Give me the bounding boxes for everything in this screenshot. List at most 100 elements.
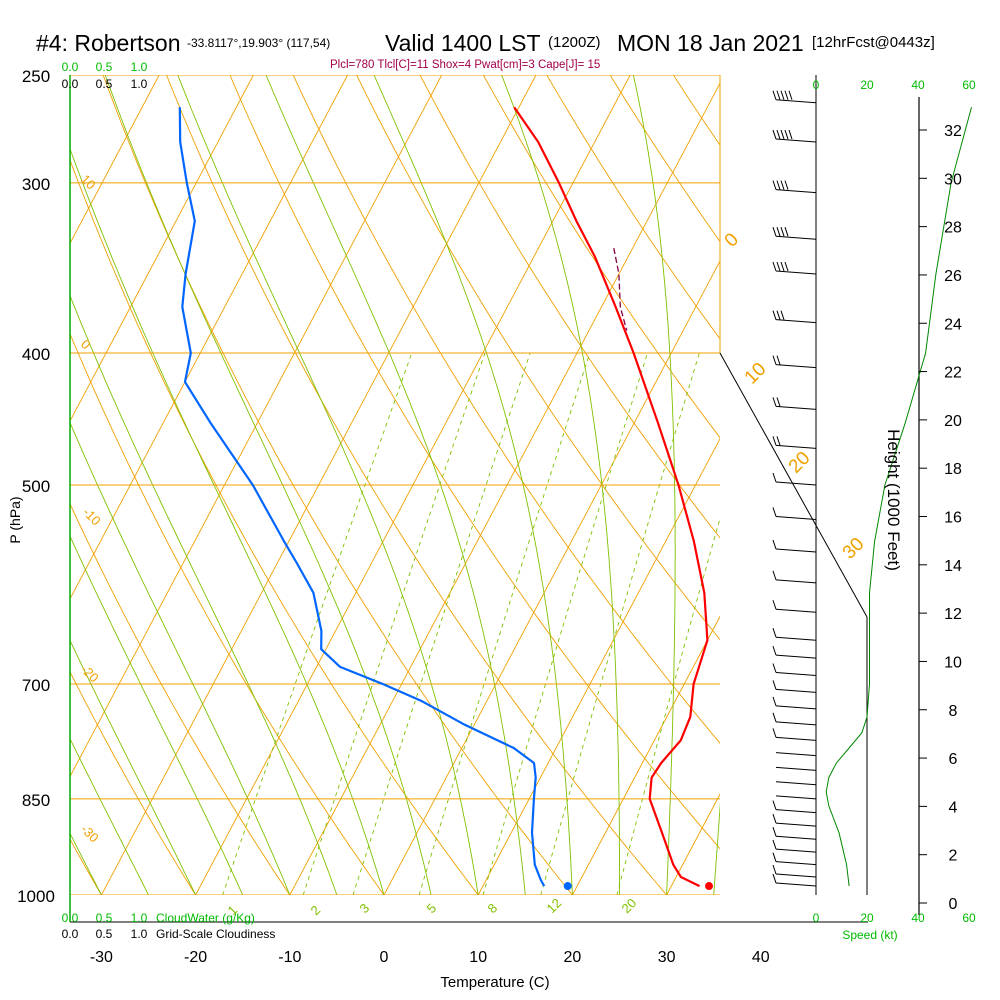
wind-barb-feather bbox=[784, 90, 789, 100]
speed-tick-bottom: 60 bbox=[962, 911, 976, 925]
wind-barb-staff bbox=[775, 835, 817, 840]
height-tick-label: 14 bbox=[944, 558, 962, 575]
wind-barb bbox=[772, 227, 817, 240]
wind-barb-staff bbox=[775, 548, 817, 553]
cloudwater-scale-top: 1.0 bbox=[131, 60, 148, 74]
wind-barb bbox=[775, 752, 817, 757]
mixing-ratio-line bbox=[352, 352, 531, 895]
wind-barb-feather bbox=[772, 680, 777, 690]
wind-barb bbox=[772, 310, 817, 324]
wind-barb-feather bbox=[772, 813, 777, 824]
wind-barb-feather bbox=[772, 827, 777, 837]
x-tick-label: 0 bbox=[380, 949, 389, 966]
wind-barb-staff bbox=[775, 822, 817, 827]
isotherm-line bbox=[949, 75, 1000, 895]
wind-barb-feather bbox=[772, 90, 777, 100]
x-tick-label: -30 bbox=[90, 949, 113, 966]
wind-barb bbox=[772, 600, 817, 613]
wind-barb bbox=[772, 129, 817, 143]
cloudwater-scale-top: 0.0 bbox=[62, 60, 79, 74]
wind-barb-staff bbox=[775, 781, 817, 786]
speed-tick-top: 40 bbox=[911, 78, 925, 92]
cloudwater-scale-bottom: 0.0 bbox=[62, 911, 79, 925]
wind-barb-staff bbox=[775, 688, 817, 693]
cloudwater-scale-bottom: 0.5 bbox=[96, 911, 113, 925]
moist-adiabat-line bbox=[373, 75, 573, 895]
x-axis-title: Temperature (C) bbox=[440, 974, 549, 991]
x-tick-label: -10 bbox=[278, 949, 301, 966]
y-axis-title: P (hPa) bbox=[7, 496, 23, 543]
wind-barb bbox=[772, 712, 817, 726]
forecast-date: MON 18 Jan 2021 bbox=[617, 30, 804, 56]
dry-adiabat-line bbox=[482, 75, 720, 439]
wind-barb bbox=[772, 261, 817, 275]
dry-adiabat-line bbox=[229, 75, 720, 850]
dry-adiabat-line bbox=[102, 75, 573, 895]
wind-barb bbox=[772, 90, 817, 104]
dry-adiabat-line bbox=[0, 51, 23, 924]
wind-barb bbox=[772, 628, 817, 641]
pressure-tick-label: 700 bbox=[22, 676, 50, 695]
dry-adiabat-line bbox=[70, 158, 479, 895]
speed-tick-bottom: 20 bbox=[860, 911, 874, 925]
wind-barb-feather bbox=[772, 852, 777, 862]
wind-barb-feather bbox=[772, 507, 777, 517]
pressure-tick-label: 850 bbox=[22, 791, 50, 810]
wind-barb-staff bbox=[775, 138, 817, 143]
dry-adiabat-line bbox=[70, 502, 291, 895]
moist-adiabat-line bbox=[70, 535, 244, 895]
moist-adiabat-line bbox=[70, 294, 338, 895]
cloudiness-scale-bottom: 0.0 bbox=[62, 927, 79, 941]
speed-tick-top: 20 bbox=[860, 78, 874, 92]
pressure-tick-label: 250 bbox=[22, 67, 50, 86]
thermo-grid bbox=[0, 51, 1000, 924]
height-tick-label: 26 bbox=[944, 268, 962, 285]
dry-adiabat-label: -30 bbox=[78, 822, 102, 846]
wind-barb-feather bbox=[776, 129, 781, 140]
dry-adiabat-line bbox=[419, 75, 720, 539]
moist-adiabat-line bbox=[177, 75, 479, 895]
moist-adiabat-line bbox=[501, 75, 620, 895]
wind-barb bbox=[772, 852, 817, 866]
dry-adiabat-label: -10 bbox=[80, 505, 104, 529]
height-axis-title: Height (1000 Feet) bbox=[884, 429, 903, 571]
mixing-ratio-label: 8 bbox=[485, 900, 501, 916]
moist-adiabat-line bbox=[761, 63, 841, 895]
dry-adiabat-label: 0 bbox=[78, 337, 94, 353]
wind-barb-feather bbox=[772, 663, 777, 673]
wind-barb-feather bbox=[772, 570, 777, 581]
wind-barb-staff bbox=[775, 270, 817, 275]
height-tick-label: 22 bbox=[944, 365, 962, 382]
wind-barb-staff bbox=[775, 882, 817, 887]
dry-adiabat-line bbox=[609, 75, 720, 243]
dry-adiabat-line bbox=[292, 75, 720, 744]
wind-barb-staff bbox=[775, 579, 817, 584]
wind-barb bbox=[772, 680, 817, 693]
dry-adiabat-line bbox=[166, 75, 668, 895]
title-row: #4: Robertson -33.8117°,19.903° (117,54)… bbox=[0, 28, 1000, 62]
wind-panel bbox=[772, 75, 972, 915]
moist-adiabat-line bbox=[632, 75, 676, 895]
wind-barb-staff bbox=[775, 736, 817, 741]
height-tick-label: 2 bbox=[949, 848, 958, 865]
wind-barb-staff bbox=[775, 444, 817, 449]
wind-barb-feather bbox=[772, 873, 777, 884]
valid-time: Valid 1400 LST bbox=[385, 30, 541, 56]
wind-barb-feather bbox=[780, 129, 785, 140]
wind-barb-feather bbox=[784, 180, 789, 190]
wind-barb bbox=[772, 507, 817, 520]
wind-barb-staff bbox=[775, 752, 817, 757]
plot-frame bbox=[69, 75, 868, 923]
wind-barb-feather bbox=[772, 728, 777, 738]
wind-barb bbox=[772, 472, 817, 486]
wind-barb-staff bbox=[775, 608, 817, 613]
moist-adiabat-label: 30 bbox=[839, 534, 869, 564]
wind-barb-feather bbox=[772, 180, 777, 190]
speed-tick-bottom: 0 bbox=[813, 911, 820, 925]
mixing-ratio-line bbox=[540, 352, 700, 895]
cloudiness-legend-label: Grid-Scale Cloudiness bbox=[156, 927, 275, 941]
wind-barb-staff bbox=[775, 189, 817, 194]
wind-barb-feather bbox=[772, 696, 777, 707]
pressure-tick-label: 400 bbox=[22, 345, 50, 364]
height-tick-label: 0 bbox=[949, 896, 958, 913]
